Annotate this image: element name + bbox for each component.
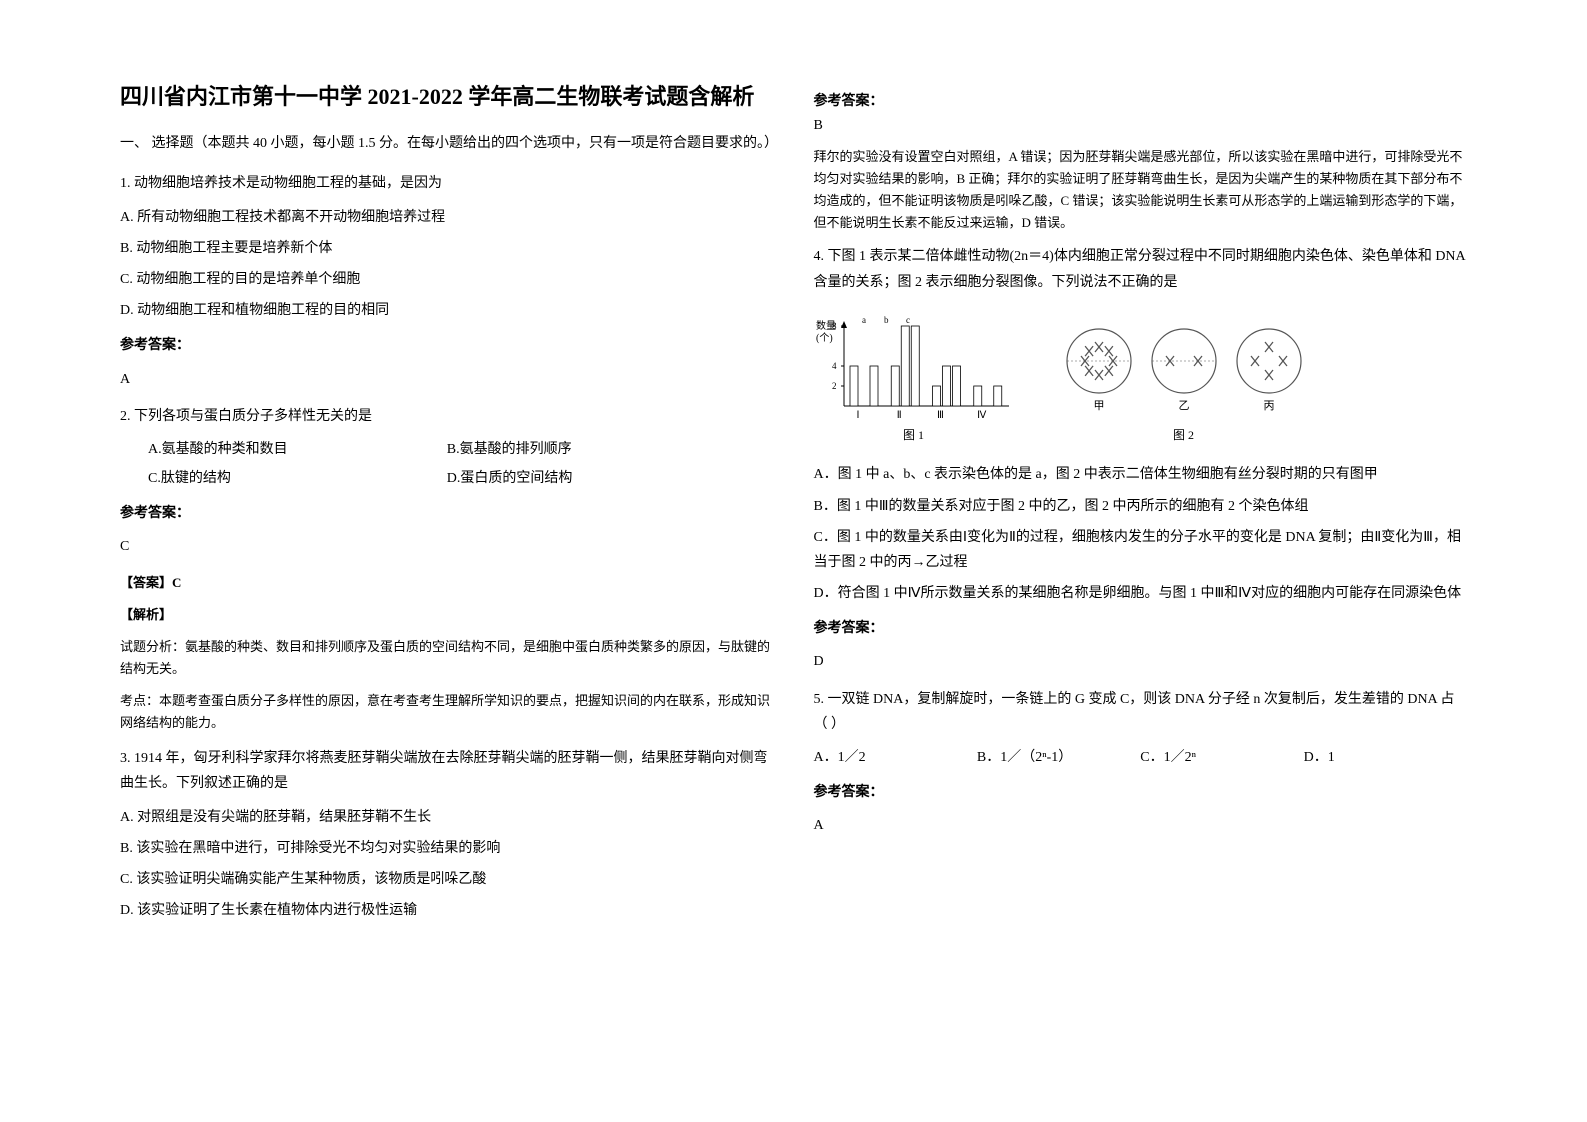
q1-opt-c: C. 动物细胞工程的目的是培养单个细胞 — [120, 267, 774, 292]
q2-answer-label: 参考答案： — [120, 501, 774, 526]
svg-text:b: b — [884, 315, 889, 325]
q1-opt-d: D. 动物细胞工程和植物细胞工程的目的相同 — [120, 298, 774, 323]
q2-row1: A.氨基酸的种类和数目 B.氨基酸的排列顺序 — [120, 437, 774, 462]
figure-1: 数量(个)248abcⅠⅡⅢⅣ 图 1 — [814, 311, 1014, 447]
section-header: 一、 选择题（本题共 40 小题，每小题 1.5 分。在每小题给出的四个选项中，… — [120, 133, 774, 155]
exam-title: 四川省内江市第十一中学 2021-2022 学年高二生物联考试题含解析 — [120, 80, 774, 113]
left-column: 四川省内江市第十一中学 2021-2022 学年高二生物联考试题含解析 一、 选… — [100, 80, 794, 1082]
q4-opt-c: C．图 1 中的数量关系由Ⅰ变化为Ⅱ的过程，细胞核内发生的分子水平的变化是 DN… — [814, 525, 1468, 575]
svg-text:4: 4 — [832, 361, 837, 371]
q2-text: 2. 下列各项与蛋白质分子多样性无关的是 — [120, 404, 774, 429]
q5-opt-a: A．1／2 — [814, 745, 977, 770]
figure-container: 数量(个)248abcⅠⅡⅢⅣ 图 1 甲乙丙 图 2 — [814, 311, 1468, 447]
svg-text:a: a — [862, 315, 866, 325]
cell-diagram-icon: 甲乙丙 — [1054, 311, 1314, 421]
svg-text:c: c — [906, 315, 910, 325]
svg-text:甲: 甲 — [1093, 400, 1104, 412]
svg-text:Ⅱ: Ⅱ — [896, 410, 901, 421]
q3-opt-a: A. 对照组是没有尖端的胚芽鞘，结果胚芽鞘不生长 — [120, 805, 774, 830]
q2-answer: C — [120, 534, 774, 559]
q5-answer-label: 参考答案： — [814, 780, 1468, 805]
q2-row2: C.肽键的结构 D.蛋白质的空间结构 — [120, 466, 774, 491]
q3-opt-c: C. 该实验证明尖端确实能产生某种物质，该物质是吲哚乙酸 — [120, 867, 774, 892]
question-5: 5. 一双链 DNA，复制解旋时，一条链上的 G 变成 C，则该 DNA 分子经… — [814, 687, 1468, 839]
q3-answer: B — [814, 118, 1468, 134]
q4-answer: D — [814, 649, 1468, 674]
q4-opt-b: B．图 1 中Ⅲ的数量关系对应于图 2 中的乙，图 2 中丙所示的细胞有 2 个… — [814, 494, 1468, 519]
q4-opt-d: D．符合图 1 中Ⅳ所示数量关系的某细胞名称是卵细胞。与图 1 中Ⅲ和Ⅳ对应的细… — [814, 581, 1468, 606]
svg-text:Ⅰ: Ⅰ — [856, 410, 859, 421]
figure-2: 甲 乙 丙 图 2 — [1054, 311, 1314, 447]
q5-answer: A — [814, 813, 1468, 838]
q5-opt-b: B．1／（2ⁿ-1） — [977, 745, 1140, 770]
question-1: 1. 动物细胞培养技术是动物细胞工程的基础，是因为 A. 所有动物细胞工程技术都… — [120, 171, 774, 391]
fig1-label: 图 1 — [903, 425, 924, 447]
q2-tag-explain: 【解析】 — [120, 604, 774, 626]
q2-opt-c: C.肽键的结构 — [120, 466, 447, 491]
q5-text: 5. 一双链 DNA，复制解旋时，一条链上的 G 变成 C，则该 DNA 分子经… — [814, 687, 1468, 737]
q4-opt-a: A．图 1 中 a、b、c 表示染色体的是 a，图 2 中表示二倍体生物细胞有丝… — [814, 462, 1468, 487]
svg-text:乙: 乙 — [1178, 399, 1189, 412]
svg-text:丙: 丙 — [1263, 400, 1274, 412]
q4-text: 4. 下图 1 表示某二倍体雌性动物(2n＝4)体内细胞正常分裂过程中不同时期细… — [814, 244, 1468, 294]
q2-opt-b: B.氨基酸的排列顺序 — [447, 437, 774, 462]
question-3: 3. 1914 年，匈牙利科学家拜尔将燕麦胚芽鞘尖端放在去除胚芽鞘尖端的胚芽鞘一… — [120, 746, 774, 923]
q3-answer-label: 参考答案： — [814, 90, 1468, 110]
q2-tag-answer: 【答案】C — [120, 572, 774, 594]
q1-text: 1. 动物细胞培养技术是动物细胞工程的基础，是因为 — [120, 171, 774, 196]
q2-opt-d: D.蛋白质的空间结构 — [447, 466, 774, 491]
q5-opt-c: C．1／2ⁿ — [1140, 745, 1303, 770]
fig2-label: 图 2 — [1173, 425, 1194, 447]
q2-opt-a: A.氨基酸的种类和数目 — [120, 437, 447, 462]
question-2: 2. 下列各项与蛋白质分子多样性无关的是 A.氨基酸的种类和数目 B.氨基酸的排… — [120, 404, 774, 735]
svg-text:8: 8 — [832, 321, 837, 331]
svg-text:Ⅲ: Ⅲ — [937, 410, 944, 421]
q3-explain: 拜尔的实验没有设置空白对照组，A 错误；因为胚芽鞘尖端是感光部位，所以该实验在黑… — [814, 146, 1468, 234]
q2-explain2: 考点：本题考查蛋白质分子多样性的原因，意在考查考生理解所学知识的要点，把握知识间… — [120, 690, 774, 734]
svg-text:2: 2 — [832, 381, 837, 391]
q3-opt-d: D. 该实验证明了生长素在植物体内进行极性运输 — [120, 898, 774, 923]
q5-options: A．1／2 B．1／（2ⁿ-1） C．1／2ⁿ D．1 — [814, 745, 1468, 770]
q1-opt-a: A. 所有动物细胞工程技术都离不开动物细胞培养过程 — [120, 205, 774, 230]
right-column: 参考答案： B 拜尔的实验没有设置空白对照组，A 错误；因为胚芽鞘尖端是感光部位… — [794, 80, 1488, 1082]
q3-opt-b: B. 该实验在黑暗中进行，可排除受光不均匀对实验结果的影响 — [120, 836, 774, 861]
q5-opt-d: D．1 — [1304, 745, 1467, 770]
bar-chart-icon: 数量(个)248abcⅠⅡⅢⅣ — [814, 311, 1014, 421]
question-4: 4. 下图 1 表示某二倍体雌性动物(2n＝4)体内细胞正常分裂过程中不同时期细… — [814, 244, 1468, 674]
q1-answer-label: 参考答案： — [120, 333, 774, 358]
q4-answer-label: 参考答案： — [814, 616, 1468, 641]
svg-text:(个): (个) — [816, 332, 833, 344]
q1-answer: A — [120, 367, 774, 392]
svg-text:Ⅳ: Ⅳ — [977, 410, 987, 421]
q1-opt-b: B. 动物细胞工程主要是培养新个体 — [120, 236, 774, 261]
q2-explain1: 试题分析：氨基酸的种类、数目和排列顺序及蛋白质的空间结构不同，是细胞中蛋白质种类… — [120, 636, 774, 680]
q3-text: 3. 1914 年，匈牙利科学家拜尔将燕麦胚芽鞘尖端放在去除胚芽鞘尖端的胚芽鞘一… — [120, 746, 774, 796]
